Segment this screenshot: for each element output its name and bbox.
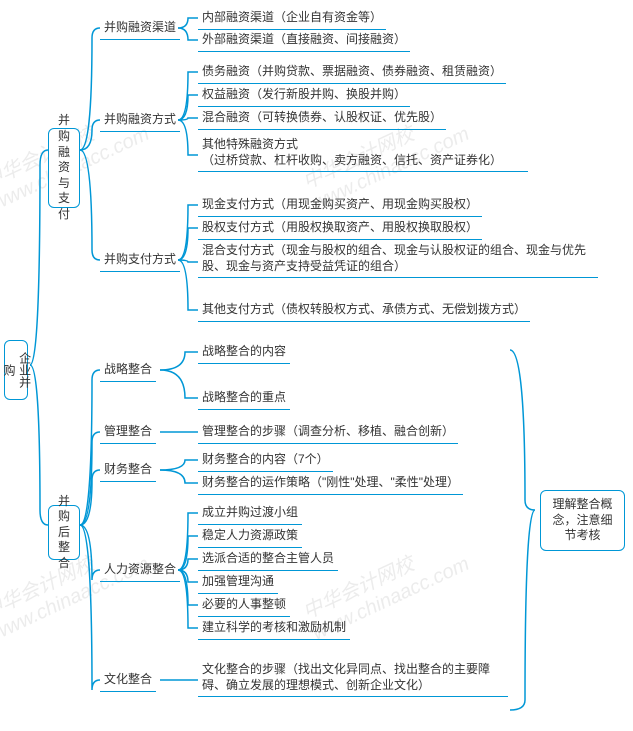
leaf-node: 现金支付方式（用现金购买资产、用现金购买股权）: [198, 195, 482, 217]
leaf-node: 战略整合的内容: [198, 342, 290, 364]
leaf-node: 建立科学的考核和激励机制: [198, 618, 350, 640]
leaf-node: 加强管理沟通: [198, 572, 278, 594]
leaf-node: 混合支付方式（现金与股权的组合、现金与认股权证的组合、现金与优先股、现金与资产支…: [198, 241, 598, 278]
leaf-node: 股权支付方式（用股权换取资产、用股权换取股权）: [198, 218, 482, 240]
leaf-node: 债务融资（并购贷款、票据融资、债券融资、租赁融资）: [198, 62, 506, 84]
leaf-node: 选派合适的整合主管人员: [198, 549, 338, 571]
leaf-node: 成立并购过渡小组: [198, 503, 302, 525]
leaf-node: 战略整合的重点: [198, 388, 290, 410]
leaf-node: 稳定人力资源政策: [198, 526, 302, 548]
level2-node: 并购支付方式: [100, 250, 180, 272]
leaf-node: 外部融资渠道（直接融资、间接融资）: [198, 30, 410, 52]
leaf-node: 权益融资（发行新股并购、换股并购）: [198, 85, 410, 107]
level1-node-financing: 并购融资与支付: [48, 128, 80, 208]
leaf-node: 内部融资渠道（企业自有资金等）: [198, 8, 386, 30]
level2-node: 并购融资渠道: [100, 18, 180, 40]
level2-node: 管理整合: [100, 422, 156, 444]
level2-node: 战略整合: [100, 360, 156, 382]
level2-node: 并购融资方式: [100, 110, 180, 132]
leaf-node: 文化整合的步骤（找出文化异同点、找出整合的主要障碍、确立发展的理想模式、创新企业…: [198, 660, 508, 697]
leaf-node: 其他支付方式（债权转股权方式、承债方式、无偿划拨方式）: [198, 300, 530, 322]
leaf-node: 其他特殊融资方式 （过桥贷款、杠杆收购、卖方融资、信托、资产证券化）: [198, 135, 528, 172]
leaf-node: 财务整合的内容（7个）: [198, 450, 333, 472]
right-note: 理解整合概念，注意细节考核: [540, 490, 625, 551]
leaf-node: 财务整合的运作策略（"刚性"处理、"柔性"处理）: [198, 473, 463, 495]
leaf-node: 混合融资（可转换债券、认股权证、优先股）: [198, 108, 446, 130]
level2-node: 人力资源整合: [100, 560, 180, 582]
leaf-node: 必要的人事整顿: [198, 595, 290, 617]
leaf-node: 管理整合的步骤（调查分析、移植、融合创新）: [198, 422, 458, 444]
level1-node-integration: 并购后整合: [48, 505, 80, 560]
level2-node: 财务整合: [100, 460, 156, 482]
root-node: 企业并购: [4, 340, 28, 400]
level2-node: 文化整合: [100, 670, 156, 692]
